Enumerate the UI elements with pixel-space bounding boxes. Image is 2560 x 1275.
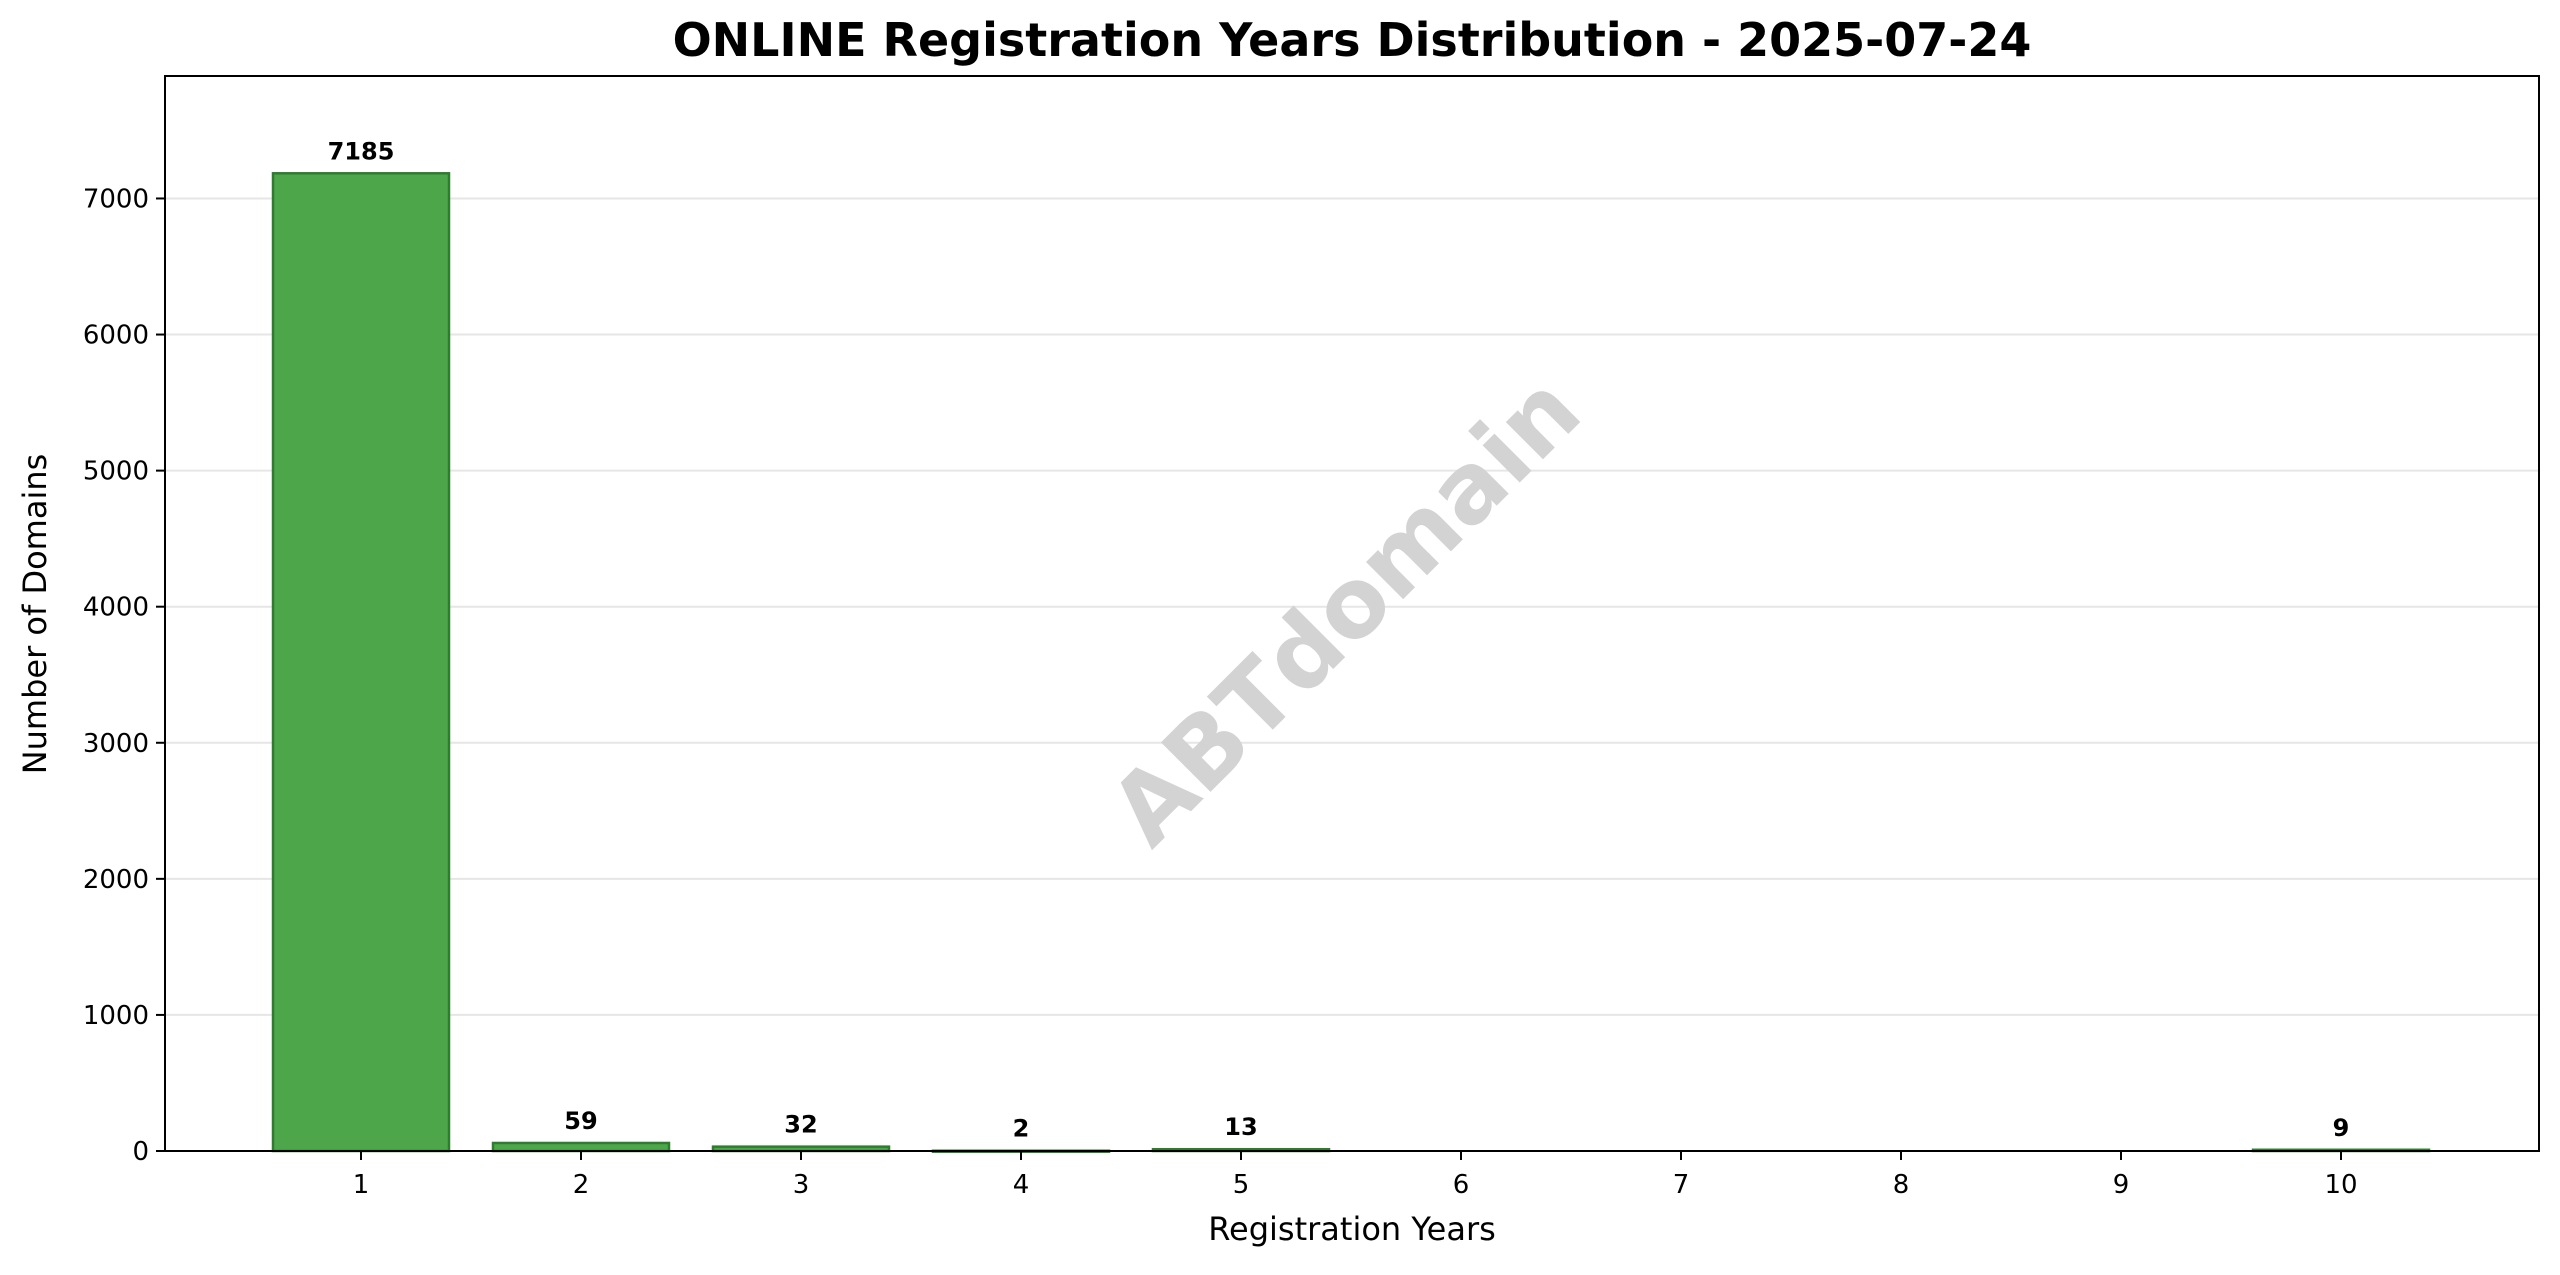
bar-value-label: 13: [1224, 1113, 1257, 1141]
watermark-text: ABTdomain: [1089, 354, 1602, 867]
bar-value-label: 2: [1013, 1115, 1030, 1143]
x-tick-label: 3: [793, 1170, 810, 1200]
y-axis-ticks: 0 1000 2000 3000 4000 5000 6000 7000: [83, 184, 165, 1167]
y-tick-label: 2000: [83, 865, 149, 895]
bar-value-label: 59: [564, 1107, 597, 1135]
x-tick-label: 1: [353, 1170, 370, 1200]
bar: [491, 1141, 671, 1153]
x-tick-label: 2: [573, 1170, 590, 1200]
y-tick-label: 5000: [83, 457, 149, 487]
y-tick-label: 3000: [83, 729, 149, 759]
y-tick-label: 1000: [83, 1001, 149, 1031]
x-axis-label: Registration Years: [1208, 1210, 1496, 1248]
x-tick-label: 7: [1673, 1170, 1690, 1200]
y-tick-label: 4000: [83, 593, 149, 623]
x-tick-label: 8: [1893, 1170, 1910, 1200]
bar: [271, 172, 451, 1153]
x-axis-ticks: 1 2 3 4 5 6 7 8 9 10: [353, 1151, 2358, 1200]
y-tick-label: 0: [132, 1137, 149, 1167]
y-axis-label: Number of Domains: [16, 454, 54, 775]
x-tick-label: 10: [2324, 1170, 2357, 1200]
bar-value-label: 9: [2333, 1114, 2350, 1142]
x-tick-label: 5: [1233, 1170, 1250, 1200]
x-tick-label: 6: [1453, 1170, 1470, 1200]
bar-value-label: 32: [784, 1111, 817, 1139]
plot-frame: [164, 75, 2540, 1152]
gridlines: [165, 197, 2539, 1016]
x-tick-label: 9: [2113, 1170, 2130, 1200]
y-tick-label: 7000: [83, 184, 149, 214]
bar-value-label: 7185: [328, 137, 395, 165]
data-labels: 7185 59 32 2 13 9: [328, 137, 2350, 1142]
y-tick-label: 6000: [83, 321, 149, 351]
chart-title: ONLINE Registration Years Distribution -…: [673, 13, 2032, 67]
x-tick-label: 4: [1013, 1170, 1030, 1200]
